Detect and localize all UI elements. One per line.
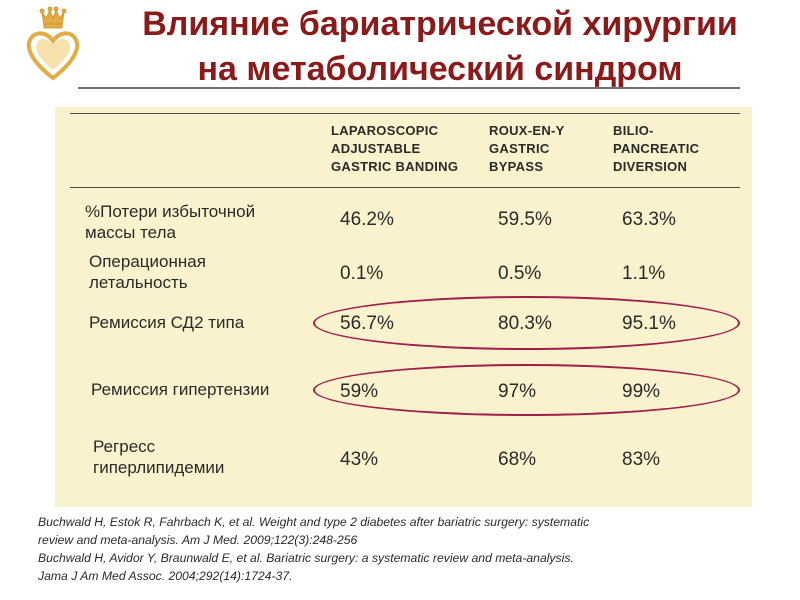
column-header-bpd: BILIO- PANCREATIC DIVERSION [613, 123, 700, 174]
crown-heart-emblem-icon [26, 6, 80, 81]
table-cell: 99% [622, 381, 661, 402]
row-label-excess-weight-loss: %Потери избыточной массы тела [85, 202, 256, 242]
table-cell: 80.3% [498, 313, 552, 334]
table-header-rule [70, 187, 740, 188]
column-header-rygb: ROUX-EN-Y GASTRIC BYPASS [489, 123, 565, 174]
table-cell: 68% [498, 449, 537, 470]
highlight-ellipse-hypertension [313, 364, 740, 416]
references: Buchwald H, Estok R, Fahrbach K, et al. … [38, 513, 790, 585]
title-line-1: Влияние бариатрической хирургии [142, 5, 738, 43]
table-top-rule [70, 113, 740, 114]
table-cell: 1.1% [622, 263, 666, 284]
title-line-2: на метаболический синдром [197, 50, 683, 88]
reference-line: Jama J Am Med Assoc. 2004;292(14):1724-3… [38, 569, 293, 583]
table-cell: 46.2% [340, 209, 394, 230]
reference-line: review and meta-analysis. Am J Med. 2009… [38, 533, 358, 547]
table-cell: 59.5% [498, 209, 552, 230]
reference-line: Buchwald H, Avidor Y, Braunwald E, et al… [38, 551, 574, 565]
page-title: Влияние бариатрической хирургии на метаб… [80, 2, 800, 92]
table-cell: 95.1% [622, 313, 676, 334]
highlight-ellipse-t2d [313, 296, 740, 350]
table-cell: 83% [622, 449, 661, 470]
row-label-mortality: Операционная летальность [89, 252, 206, 292]
column-header-lagb: LAPAROSCOPIC ADJUSTABLE GASTRIC BANDING [331, 123, 459, 174]
table-cell: 0.1% [340, 263, 384, 284]
table-cell: 0.5% [498, 263, 542, 284]
row-label-t2d-remission: Ремиссия СД2 типа [89, 313, 245, 332]
table-cell: 59% [340, 381, 379, 402]
title-divider [78, 87, 740, 89]
table-cell: 97% [498, 381, 537, 402]
row-label-hyperlipidemia-regression: Регресс гиперлипидемии [93, 437, 225, 477]
table-cell: 43% [340, 449, 379, 470]
row-label-hypertension-remission: Ремиссия гипертензии [91, 380, 270, 399]
reference-line: Buchwald H, Estok R, Fahrbach K, et al. … [38, 515, 590, 529]
table-cell: 63.3% [622, 209, 676, 230]
table-cell: 56.7% [340, 313, 394, 334]
